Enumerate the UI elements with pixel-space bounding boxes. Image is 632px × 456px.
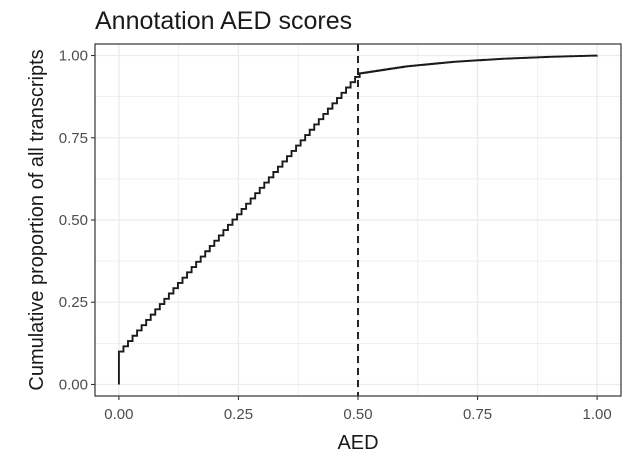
- y-tick-label: 0.75: [59, 130, 88, 147]
- ecdf-step-line: [117, 54, 599, 385]
- x-axis-title: AED: [337, 432, 378, 454]
- x-tick-label: 0.50: [343, 406, 372, 423]
- y-axis-title: Cumulative proportion of all transcripts: [26, 49, 48, 390]
- x-tick-label: 1.00: [582, 406, 611, 423]
- y-tick-label: 0.25: [59, 294, 88, 311]
- axis-ticks: 0.00 0.25 0.50 0.75 1.00 0.00 0.25 0.50 0.75 1.00: [59, 48, 612, 423]
- x-tick-label: 0.25: [224, 406, 253, 423]
- data-marks: [117, 44, 599, 396]
- y-tick-label: 1.00: [59, 48, 88, 65]
- chart-title: Annotation AED scores: [95, 7, 352, 35]
- x-tick-label: 0.75: [463, 406, 492, 423]
- x-tick-label: 0.00: [104, 406, 133, 423]
- y-tick-label: 0.50: [59, 212, 88, 229]
- y-tick-label: 0.00: [59, 376, 88, 393]
